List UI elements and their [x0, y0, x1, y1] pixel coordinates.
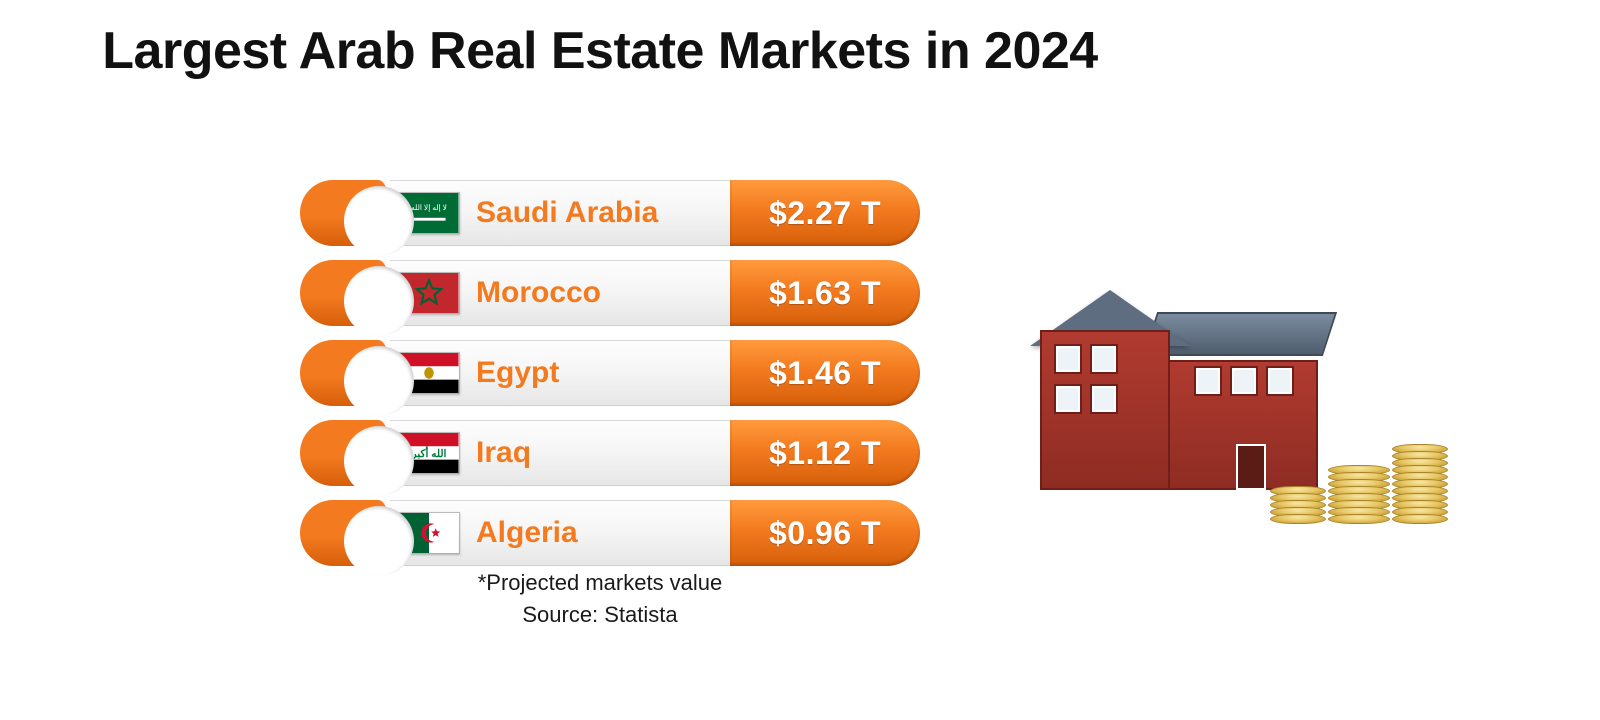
house-icon [1040, 260, 1330, 490]
svg-text:الله أكبر: الله أكبر [411, 447, 447, 460]
market-value: $2.27 T [730, 180, 920, 246]
row-bullet-icon [300, 500, 390, 566]
row-bullet-icon [300, 180, 390, 246]
country-name: Iraq [476, 436, 531, 470]
market-value: $0.96 T [730, 500, 920, 566]
market-value: $1.46 T [730, 340, 920, 406]
ranking-row: الله أكبر Iraq $1.12 T [300, 420, 920, 486]
row-body: لا إله إلا الله Saudi Arabia [390, 180, 730, 246]
row-body: الله أكبر Iraq [390, 420, 730, 486]
page-title: Largest Arab Real Estate Markets in 2024 [0, 22, 1200, 80]
ranking-row: لا إله إلا الله Saudi Arabia $2.27 T [300, 180, 920, 246]
house-coins-illustration [1020, 250, 1460, 530]
row-bullet-icon [300, 260, 390, 326]
country-name: Egypt [476, 356, 559, 390]
market-value: $1.12 T [730, 420, 920, 486]
row-body: Egypt [390, 340, 730, 406]
footnote: *Projected markets value [0, 570, 1200, 596]
market-value: $1.63 T [730, 260, 920, 326]
ranking-row: Morocco $1.63 T [300, 260, 920, 326]
ranking-row: Algeria $0.96 T [300, 500, 920, 566]
row-bullet-icon [300, 420, 390, 486]
country-name: Saudi Arabia [476, 196, 658, 230]
country-name: Algeria [476, 516, 578, 550]
svg-text:لا إله إلا الله: لا إله إلا الله [411, 203, 447, 212]
row-body: Algeria [390, 500, 730, 566]
country-name: Morocco [476, 276, 601, 310]
row-bullet-icon [300, 340, 390, 406]
footer: *Projected markets value Source: Statist… [0, 570, 1200, 628]
source-line: Source: Statista [0, 602, 1200, 628]
ranking-list: لا إله إلا الله Saudi Arabia $2.27 T Morocc… [300, 180, 920, 566]
row-body: Morocco [390, 260, 730, 326]
ranking-row: Egypt $1.46 T [300, 340, 920, 406]
